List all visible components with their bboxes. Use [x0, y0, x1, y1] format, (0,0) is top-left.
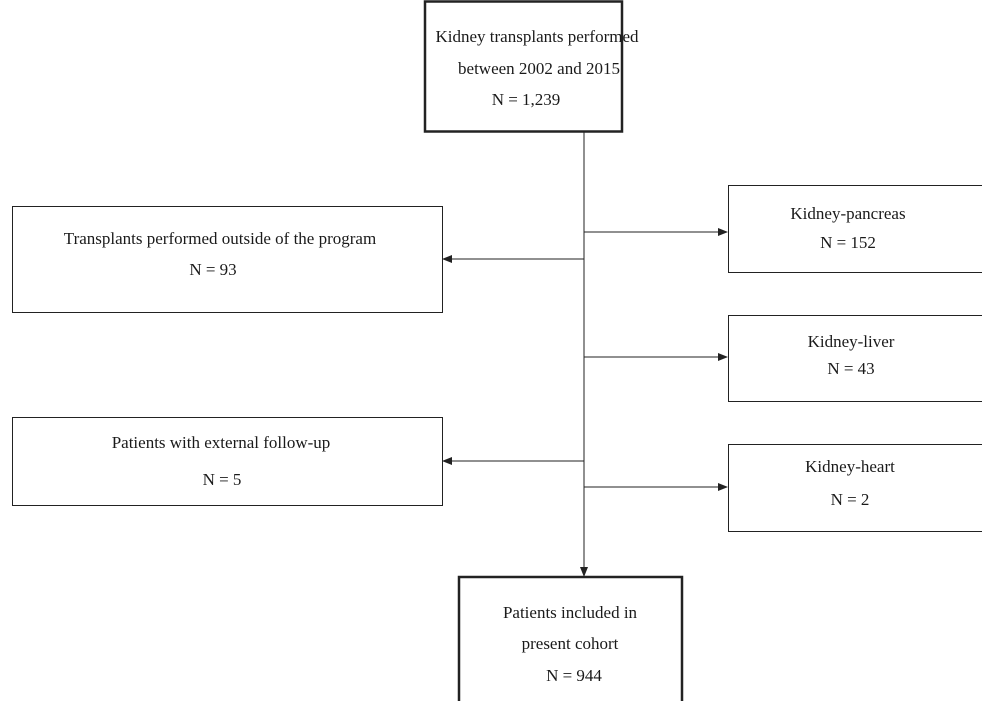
- node-text: N = 5: [203, 470, 242, 489]
- node-box: [423, 0, 624, 133]
- node-text: N = 43: [827, 359, 874, 378]
- node-text: Kidney-liver: [808, 332, 895, 351]
- node-text: N = 1,239: [492, 90, 561, 109]
- node-box: [12, 417, 443, 506]
- node-text: between 2002 and 2015: [458, 59, 620, 78]
- node-text: Patients with external follow-up: [112, 433, 331, 452]
- node-box: [457, 575, 684, 701]
- node-box: [728, 444, 982, 532]
- node-text: Kidney transplants performed: [436, 27, 639, 46]
- node-text: N = 2: [831, 490, 870, 509]
- node-text: N = 93: [189, 260, 236, 279]
- node-text: Transplants performed outside of the pro…: [64, 229, 376, 248]
- node-text: Kidney-heart: [805, 457, 895, 476]
- node-text: Patients included in: [503, 603, 638, 622]
- node-text: Kidney-pancreas: [790, 204, 905, 223]
- node-text: present cohort: [522, 634, 619, 653]
- node-box: [728, 185, 982, 273]
- node-box: [728, 315, 982, 402]
- node-text: N = 944: [546, 666, 602, 685]
- node-text: N = 152: [820, 233, 876, 252]
- node-box: [12, 206, 443, 313]
